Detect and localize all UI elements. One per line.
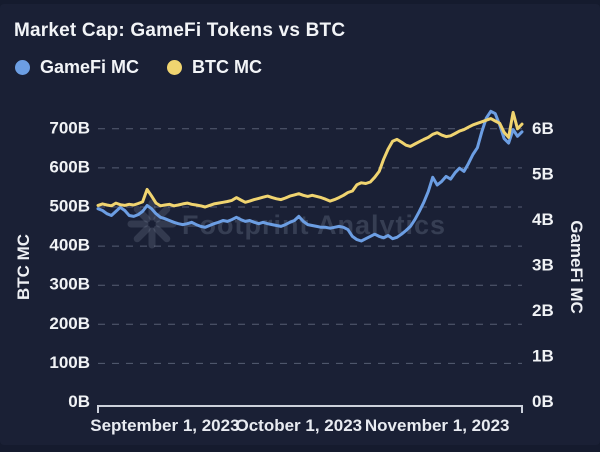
right-axis-tick: 5B: [532, 164, 554, 183]
left-axis-tick: 500B: [49, 196, 90, 215]
right-axis-tick: 6B: [532, 119, 554, 138]
right-axis-tick: 0B: [532, 392, 554, 411]
legend-item-btc[interactable]: BTC MC: [167, 57, 262, 78]
watermark-logo-petal: [133, 225, 151, 243]
right-axis-tick: 1B: [532, 346, 554, 365]
left-axis-tick: 700B: [49, 118, 90, 137]
watermark-logo-petal: [153, 225, 171, 243]
btc-mc-line[interactable]: [96, 110, 524, 209]
right-axis-tick: 2B: [532, 301, 554, 320]
x-axis-line: [97, 405, 523, 413]
legend: GameFi MC BTC MC: [15, 57, 262, 78]
right-axis-tick: 3B: [532, 255, 554, 274]
chart-card: [0, 4, 600, 445]
left-axis-tick: 300B: [49, 275, 90, 294]
left-axis-tick: 600B: [49, 157, 90, 176]
gamefi-legend-dot-icon: [15, 60, 30, 75]
left-axis-tick: 0B: [68, 392, 90, 411]
watermark-logo-petal: [133, 205, 151, 223]
chart-title: Market Cap: GameFi Tokens vs BTC: [14, 20, 346, 41]
legend-label-gamefi: GameFi MC: [40, 57, 140, 77]
legend-label-btc: BTC MC: [192, 57, 263, 77]
right-axis-tick: 4B: [532, 210, 554, 229]
gamefi-mc-line[interactable]: [96, 109, 524, 243]
legend-item-gamefi[interactable]: GameFi MC: [15, 57, 139, 78]
x-axis-tick: October 1, 2023: [235, 416, 362, 435]
x-axis-tick: November 1, 2023: [365, 416, 510, 435]
x-axis-tick: September 1, 2023: [90, 416, 239, 435]
footprint-watermark: Footprint Analytics: [127, 199, 445, 249]
left-axis-title: BTC MC: [14, 234, 33, 300]
left-axis-tick: 100B: [49, 353, 90, 372]
left-axis-tick: 200B: [49, 314, 90, 333]
right-axis-title: GameFi MC: [567, 220, 586, 314]
left-axis-tick: 400B: [49, 236, 90, 255]
btc-legend-dot-icon: [167, 60, 183, 75]
